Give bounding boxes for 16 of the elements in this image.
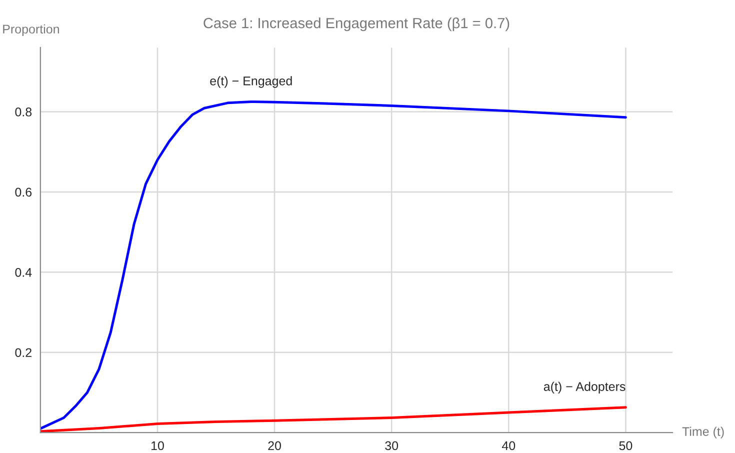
chart-title: Case 1: Increased Engagement Rate (β1 = 0.7): [204, 18, 510, 32]
series-label: e(t) − Engaged: [210, 76, 292, 88]
x-axis-title: Time (t): [682, 426, 724, 438]
line-series: [40, 100, 627, 430]
y-tick-label: 0.2: [15, 348, 32, 358]
series-label: a(t) − Adopters: [544, 382, 626, 394]
x-tick-label: 40: [502, 441, 516, 450]
y-axis-title: Proportion: [3, 24, 59, 36]
x-tick-label: 20: [268, 441, 281, 450]
y-tick-label: 0.4: [15, 268, 32, 277]
y-tick-label: 0.6: [15, 188, 32, 197]
line-series: [40, 406, 627, 433]
x-tick-label: 30: [385, 441, 398, 450]
x-tick-label: 10: [151, 441, 164, 450]
y-tick-label: 0.8: [15, 108, 32, 116]
x-tick-label: 50: [619, 441, 632, 450]
